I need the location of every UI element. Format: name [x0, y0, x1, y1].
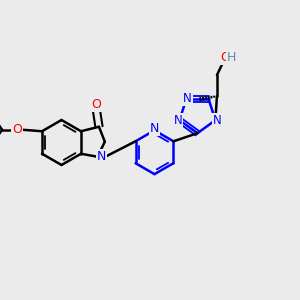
Text: O: O — [12, 123, 22, 136]
Text: N: N — [97, 150, 106, 163]
Text: N: N — [183, 92, 192, 105]
Text: H: H — [227, 51, 237, 64]
Text: N: N — [213, 114, 221, 127]
Text: O: O — [220, 51, 230, 64]
Text: N: N — [150, 122, 159, 135]
Text: N: N — [174, 114, 182, 127]
Text: O: O — [92, 98, 101, 111]
